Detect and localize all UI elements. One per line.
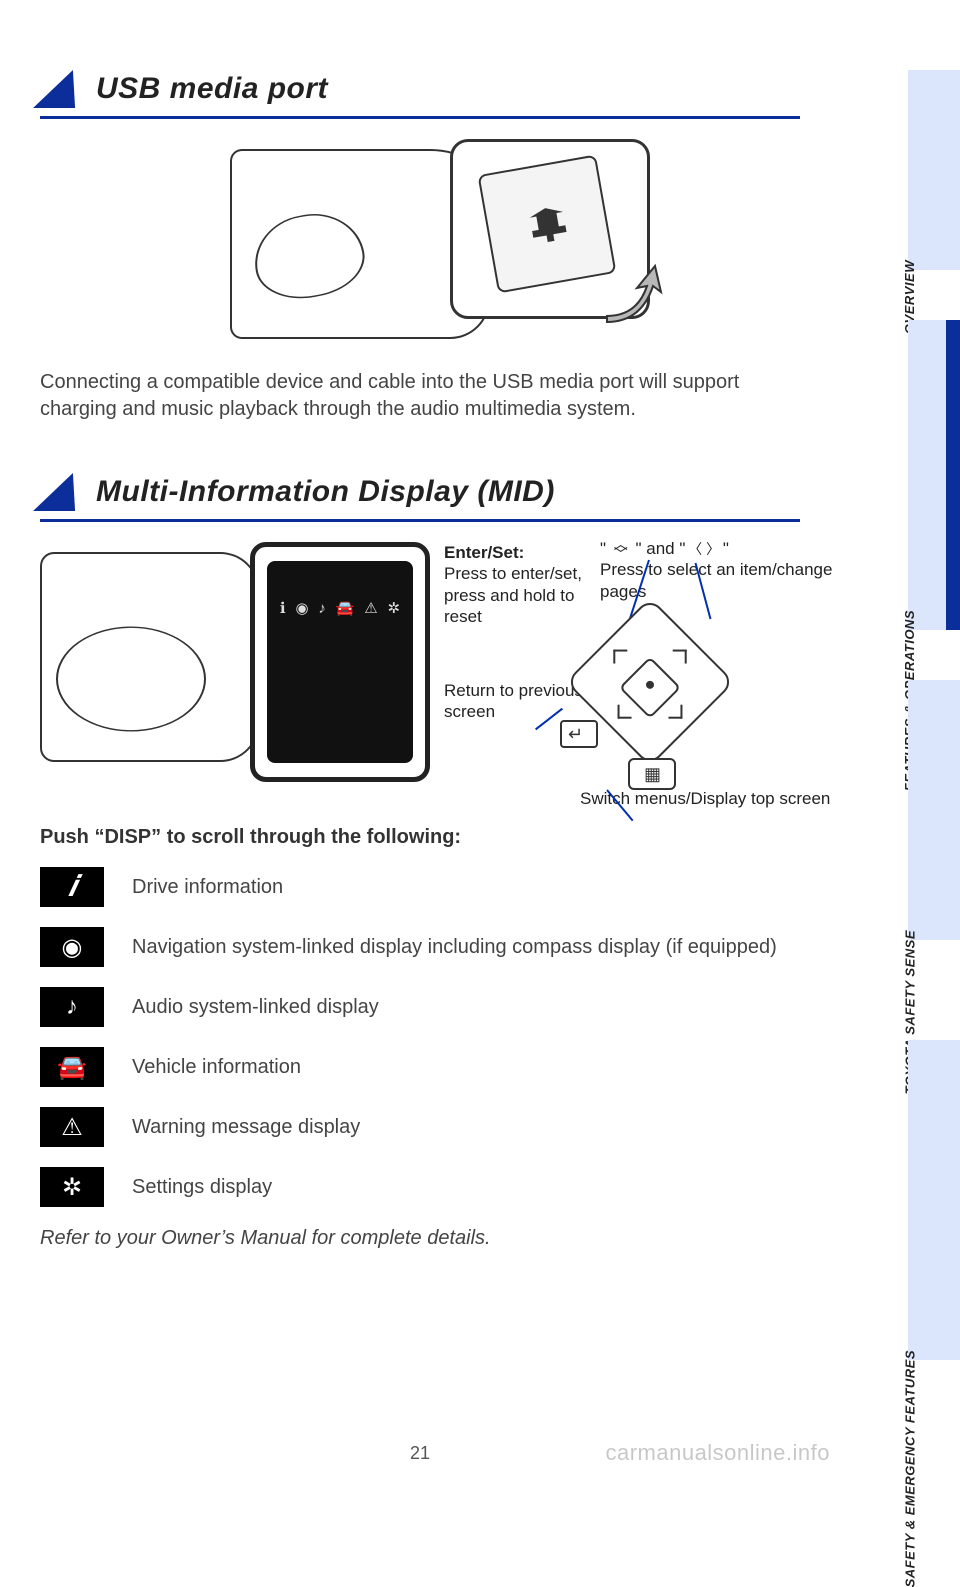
dpad-center-icon [644, 679, 655, 690]
side-tab[interactable] [908, 70, 960, 270]
watermark: carmanualsonline.info [605, 1440, 830, 1466]
mid-strip-icon: ◉ [295, 599, 308, 617]
chevron-down-icon [618, 705, 632, 719]
menu-button-icon [628, 758, 676, 790]
disp-label: Settings display [132, 1176, 272, 1199]
chevron-left-icon [613, 650, 627, 664]
car-icon: 🚘 [40, 1047, 104, 1087]
usb-body-text: Connecting a compatible device and cable… [40, 369, 810, 423]
usb-header: USB media port [40, 70, 840, 108]
quote-end: " [723, 539, 729, 558]
disp-label: Vehicle information [132, 1056, 301, 1079]
refer-text: Refer to your Owner’s Manual for complet… [40, 1227, 840, 1250]
usb-callout-box [450, 139, 650, 319]
back-button-icon [560, 720, 598, 748]
leftright-icon: 〈〉 [690, 545, 718, 555]
usb-figure [230, 139, 650, 349]
mid-rule [40, 519, 800, 522]
header-slash-icon [33, 70, 89, 108]
gear-icon: ✲ [40, 1167, 104, 1207]
header-slash-icon [33, 473, 89, 511]
list-item: 𝒊 Drive information [40, 867, 840, 907]
usb-cartridge-icon [477, 154, 616, 293]
mid-icon-strip: ℹ ◉ ♪ 🚘 ⚠ ✲ [275, 597, 405, 619]
info-icon: 𝒊 [40, 867, 104, 907]
side-tabs: OVERVIEWFEATURES & OPERATIONSTOYOTA SAFE… [842, 0, 960, 1484]
leader-line [695, 563, 712, 620]
callout-enter-bold: Enter/Set: [444, 543, 524, 562]
list-item: 🚘 Vehicle information [40, 1047, 840, 1087]
updown-icon: ︿﹀ [611, 540, 631, 560]
mid-dashboard-outline [40, 552, 260, 762]
usb-rule [40, 116, 800, 119]
mid-strip-icon: ℹ [280, 599, 286, 617]
disp-label: Warning message display [132, 1116, 360, 1139]
steering-wheel-icon [56, 627, 206, 732]
side-tab-label: SAFETY & EMERGENCY FEATURES [902, 1350, 917, 1587]
side-tab[interactable] [908, 320, 960, 630]
mid-screen: ℹ ◉ ♪ 🚘 ⚠ ✲ [250, 542, 430, 782]
mid-header: Multi-Information Display (MID) [40, 473, 840, 511]
arrow-up-icon [597, 256, 667, 326]
mid-screen-inner: ℹ ◉ ♪ 🚘 ⚠ ✲ [267, 561, 413, 763]
push-disp-heading: Push “DISP” to scroll through the follow… [40, 826, 840, 849]
leader-line [535, 708, 563, 731]
steering-buttons-figure [530, 572, 810, 792]
quote: " [600, 539, 606, 558]
disp-list: 𝒊 Drive information ◉ Navigation system-… [40, 867, 840, 1207]
side-tab[interactable] [908, 1040, 960, 1360]
page-content: USB media port Connecting a compatible d… [0, 0, 840, 1250]
mid-title: Multi-Information Display (MID) [96, 475, 555, 511]
list-item: ◉ Navigation system-linked display inclu… [40, 927, 840, 967]
disp-label: Navigation system-linked display includi… [132, 936, 777, 959]
list-item: ♪ Audio system-linked display [40, 987, 840, 1027]
warning-icon: ⚠ [40, 1107, 104, 1147]
usb-title: USB media port [96, 72, 328, 108]
music-note-icon: ♪ [40, 987, 104, 1027]
side-tab[interactable] [908, 680, 960, 940]
mid-strip-icon: ♪ [318, 600, 326, 617]
disp-label: Drive information [132, 876, 283, 899]
mid-strip-icon: ⚠ [364, 599, 377, 617]
disp-label: Audio system-linked display [132, 996, 379, 1019]
quote-mid: " and " [636, 539, 686, 558]
compass-icon: ◉ [40, 927, 104, 967]
mid-figure: ℹ ◉ ♪ 🚘 ⚠ ✲ Enter/Set: Press to enter/se… [40, 542, 820, 802]
mid-strip-icon: 🚘 [336, 599, 355, 617]
chevron-right-icon [668, 705, 682, 719]
steering-wheel-icon [248, 206, 371, 306]
list-item: ✲ Settings display [40, 1167, 840, 1207]
chevron-up-icon [673, 650, 687, 664]
list-item: ⚠ Warning message display [40, 1107, 840, 1147]
mid-strip-icon: ✲ [387, 599, 400, 617]
